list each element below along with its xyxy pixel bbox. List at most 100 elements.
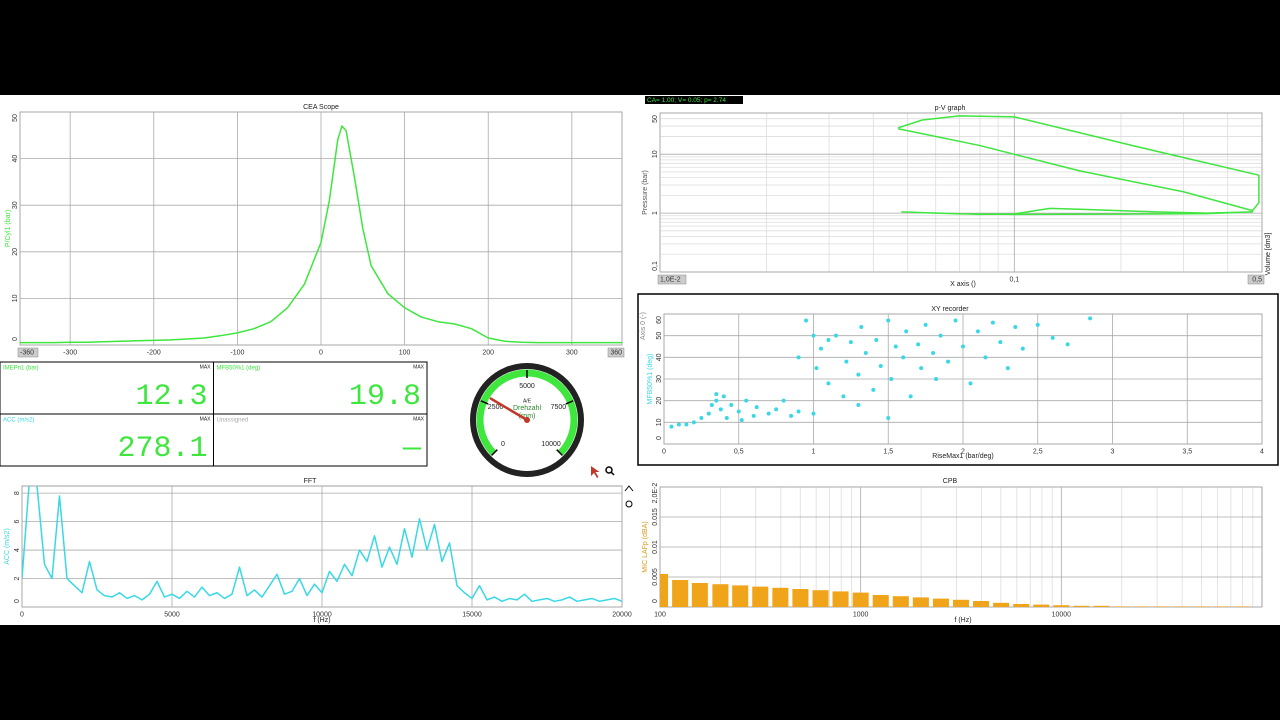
x-tick-label: 3 (1111, 448, 1115, 455)
scatter-point (1005, 366, 1010, 371)
scatter-point (998, 340, 1003, 345)
y-tick-label: 20 (656, 397, 663, 405)
bar (1133, 606, 1150, 607)
end-tick-box (17, 347, 39, 358)
gauge-hub (524, 417, 530, 423)
meter-value: 19.8 (349, 380, 421, 414)
x-tick-label: 10000 (1052, 611, 1072, 618)
bar (872, 595, 889, 607)
line-series (20, 125, 622, 344)
scatter-point (789, 413, 794, 418)
scatter-point (863, 351, 868, 355)
x-tick-label: 1,0E-2 (660, 276, 681, 283)
scatter-point (706, 411, 711, 416)
bar (832, 591, 849, 607)
y-tick-label: 50 (652, 115, 659, 123)
x-axis-label: f (Hz) (313, 617, 330, 624)
scatter-point (990, 320, 995, 325)
scatter-point (699, 416, 704, 420)
x-tick-label: 4 (1260, 448, 1264, 455)
y-tick-label: 4 (14, 548, 21, 552)
pointer-tool[interactable] (591, 466, 600, 478)
meter-flag: MAX (200, 416, 212, 422)
scatter-point (1035, 322, 1040, 327)
y-tick-label: 2 (14, 576, 21, 580)
scatter-point (878, 364, 883, 368)
x-tick-label: -200 (147, 349, 161, 356)
scatter-point (736, 409, 741, 414)
scatter-point (1020, 346, 1025, 351)
bar (792, 589, 809, 607)
gauge-tick-label: 5000 (519, 383, 535, 390)
scatter-point (751, 413, 756, 418)
scatter-point (826, 381, 831, 386)
bar (732, 585, 749, 607)
plot-area (659, 112, 1263, 273)
scatter-point (983, 355, 988, 360)
zoom-tool[interactable] (605, 466, 613, 474)
x-tick-label: 200 (482, 349, 494, 356)
x-axis-label: RiseMax1 (bar/deg) (932, 453, 993, 460)
scatter-point (904, 329, 909, 334)
scatter-point (919, 366, 924, 371)
bar (852, 592, 869, 607)
meter-value: 12.3 (135, 380, 207, 414)
scatter-point (968, 381, 973, 386)
scatter-point (714, 398, 719, 403)
meter-label: IMEPn1 (bar) (3, 366, 39, 372)
x-tick-label: 0 (662, 448, 666, 455)
bar (1113, 606, 1130, 607)
scatter-point (818, 346, 823, 351)
meter-value: 278.1 (117, 432, 207, 466)
scatter-point (1088, 316, 1093, 321)
scatter-point (856, 403, 861, 407)
scatter-point (953, 318, 958, 323)
scatter-point (724, 416, 729, 420)
status-box (645, 96, 743, 104)
x-tick-label: 300 (566, 349, 578, 356)
scatter-point (961, 344, 965, 349)
meter-cell (0, 413, 214, 467)
gauge-needle (489, 397, 529, 422)
scatter-point (721, 394, 726, 399)
up-tool[interactable] (624, 485, 634, 492)
bar (912, 597, 929, 607)
scatter-point (938, 333, 943, 338)
bar (1213, 606, 1230, 607)
y-axis-label: Pressure (bar) (642, 170, 649, 215)
y-tick-label: 6 (14, 520, 21, 524)
bar (772, 587, 789, 607)
y-tick-label: 20 (12, 248, 19, 256)
scatter-point (859, 325, 864, 329)
scatter-point (923, 322, 928, 327)
chart-title: CPB (943, 478, 958, 485)
scatter-point (908, 394, 913, 399)
y-tick-label: 0.005 (652, 568, 659, 586)
scatter-point (841, 394, 846, 399)
scatter-point (901, 355, 906, 360)
x-unit-label: Volume [dm3] (1265, 233, 1272, 276)
y-axis-label: P/Cyl1 (bar) (5, 210, 12, 247)
x-tick-label: 10000 (312, 611, 332, 618)
scatter-point (709, 403, 714, 407)
x-tick-label: 2 (961, 448, 965, 455)
scatter-point (889, 377, 894, 381)
scatter-point (856, 372, 861, 377)
scatter-point (1013, 325, 1018, 329)
cursor-tool[interactable] (625, 500, 633, 508)
bar (752, 586, 769, 607)
y-tick-label: 0 (14, 599, 21, 603)
x-tick-label: -360 (20, 349, 34, 356)
x-tick-label: 0 (20, 611, 24, 618)
end-tick-box (607, 347, 625, 358)
bar (812, 590, 829, 607)
scatter-point (744, 398, 749, 403)
meter-cell (213, 413, 428, 467)
scatter-point (754, 405, 759, 410)
y-axis-label: MFB50%1 (deg) (647, 354, 654, 405)
scatter-point (811, 411, 816, 416)
bar (1013, 604, 1030, 607)
scatter-point (714, 392, 719, 397)
x-tick-label: 0,1 (1009, 276, 1019, 283)
